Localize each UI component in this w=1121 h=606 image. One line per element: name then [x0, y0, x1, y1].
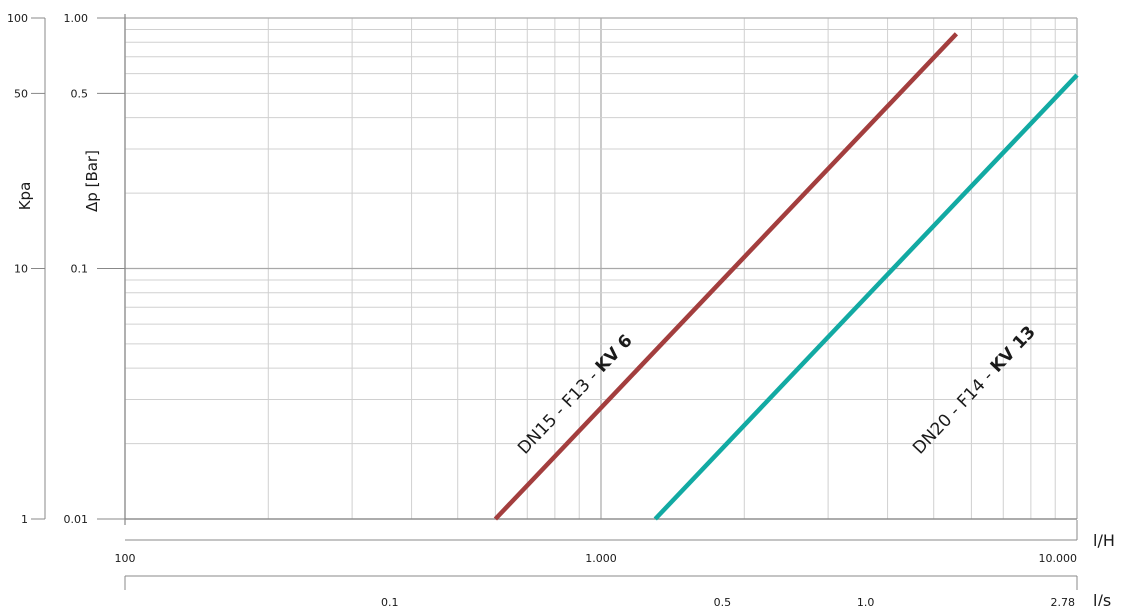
- y-tick-label-kpa: 1: [21, 513, 28, 526]
- series-line-1: [493, 32, 959, 521]
- series-line-2: [653, 73, 1079, 521]
- y-tick-label-bar: 0.5: [71, 87, 89, 100]
- x-tick-label-lh: 10.000: [1039, 552, 1078, 565]
- series-label-kv: KV 6: [592, 331, 637, 377]
- x-tick-label-ls: 0.5: [714, 596, 732, 606]
- x-tick-label-ls: 2.78: [1051, 596, 1076, 606]
- y-axis-title-kpa: Kpa: [16, 182, 34, 211]
- y-tick-label-kpa: 50: [14, 87, 28, 100]
- series-label-2: DN20 - F14 - KV 13: [909, 322, 1040, 458]
- x-axis-unit-ls: l/s: [1093, 591, 1111, 606]
- x-axis-unit-lh: l/H: [1093, 531, 1115, 550]
- axes: 0.01 0.1 0.5 1.00 1 10 50 100 100 1.000 10.000 0.1 0…: [7, 12, 1078, 606]
- series-lines: [493, 32, 1079, 521]
- x-tick-label-ls: 1.0: [857, 596, 875, 606]
- grid: [124, 17, 1078, 520]
- y-axis-title-bar: Δp [Bar]: [83, 150, 101, 212]
- labels: Kpa Δp [Bar] l/H l/s DN15 - F13 - KV 6 DN20 -…: [16, 150, 1115, 606]
- x-tick-label-ls: 0.1: [381, 596, 399, 606]
- series-label-1: DN15 - F13 - KV 6: [514, 331, 637, 458]
- series-label-prefix: DN15 - F13 -: [514, 363, 606, 459]
- y-tick-label-kpa: 10: [14, 263, 28, 276]
- y-tick-label-kpa: 100: [7, 12, 28, 25]
- y-tick-label-bar: 1.00: [64, 12, 89, 25]
- y-tick-label-bar: 0.01: [64, 513, 89, 526]
- x-tick-label-lh: 1.000: [585, 552, 617, 565]
- series-label-prefix: DN20 - F14 -: [909, 363, 1001, 459]
- x-tick-label-lh: 100: [115, 552, 136, 565]
- y-tick-label-bar: 0.1: [71, 263, 89, 276]
